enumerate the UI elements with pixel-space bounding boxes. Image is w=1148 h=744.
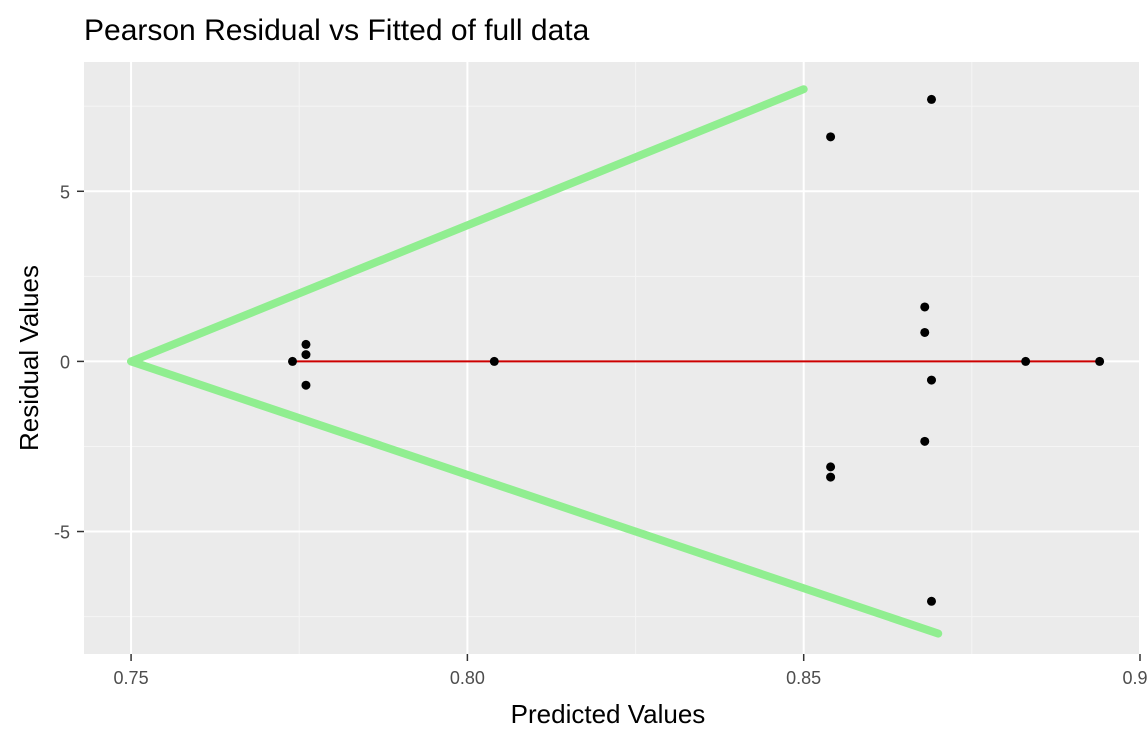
data-point [826, 462, 836, 472]
lower-envelope [127, 357, 943, 638]
data-point [926, 94, 936, 104]
chart-title: Pearson Residual vs Fitted of full data [84, 14, 590, 47]
data-point [926, 375, 936, 385]
data-point [826, 132, 836, 142]
data-point [826, 472, 836, 482]
x-tick-label: 0.80 [450, 668, 485, 688]
data-point [301, 339, 311, 349]
x-tick-label: 0.75 [114, 668, 149, 688]
data-point [926, 596, 936, 606]
data-point [288, 356, 298, 366]
data-point [1095, 356, 1105, 366]
y-tick-label: -5 [54, 523, 70, 543]
plot-panel [84, 62, 1140, 654]
data-point [920, 327, 930, 337]
x-tick-label: 0.85 [786, 668, 821, 688]
reference-lines [127, 85, 1101, 638]
axes: 0.75 0.80 0.85 0.90 -5 0 5 [54, 182, 1148, 688]
y-tick-label: 0 [60, 352, 70, 372]
data-points [288, 94, 1105, 606]
data-point [920, 302, 930, 312]
x-axis-title: Predicted Values [511, 699, 706, 729]
data-point [301, 380, 311, 390]
y-tick-label: 5 [60, 182, 70, 202]
upper-envelope [127, 85, 808, 366]
data-point [920, 436, 930, 446]
data-point [489, 356, 499, 366]
x-tick-label: 0.90 [1122, 668, 1148, 688]
data-point [301, 350, 311, 360]
y-axis-title: Residual Values [14, 265, 44, 451]
data-point [1021, 356, 1031, 366]
